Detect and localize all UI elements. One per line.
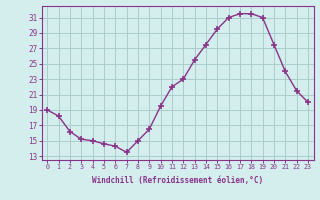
X-axis label: Windchill (Refroidissement éolien,°C): Windchill (Refroidissement éolien,°C)	[92, 176, 263, 185]
